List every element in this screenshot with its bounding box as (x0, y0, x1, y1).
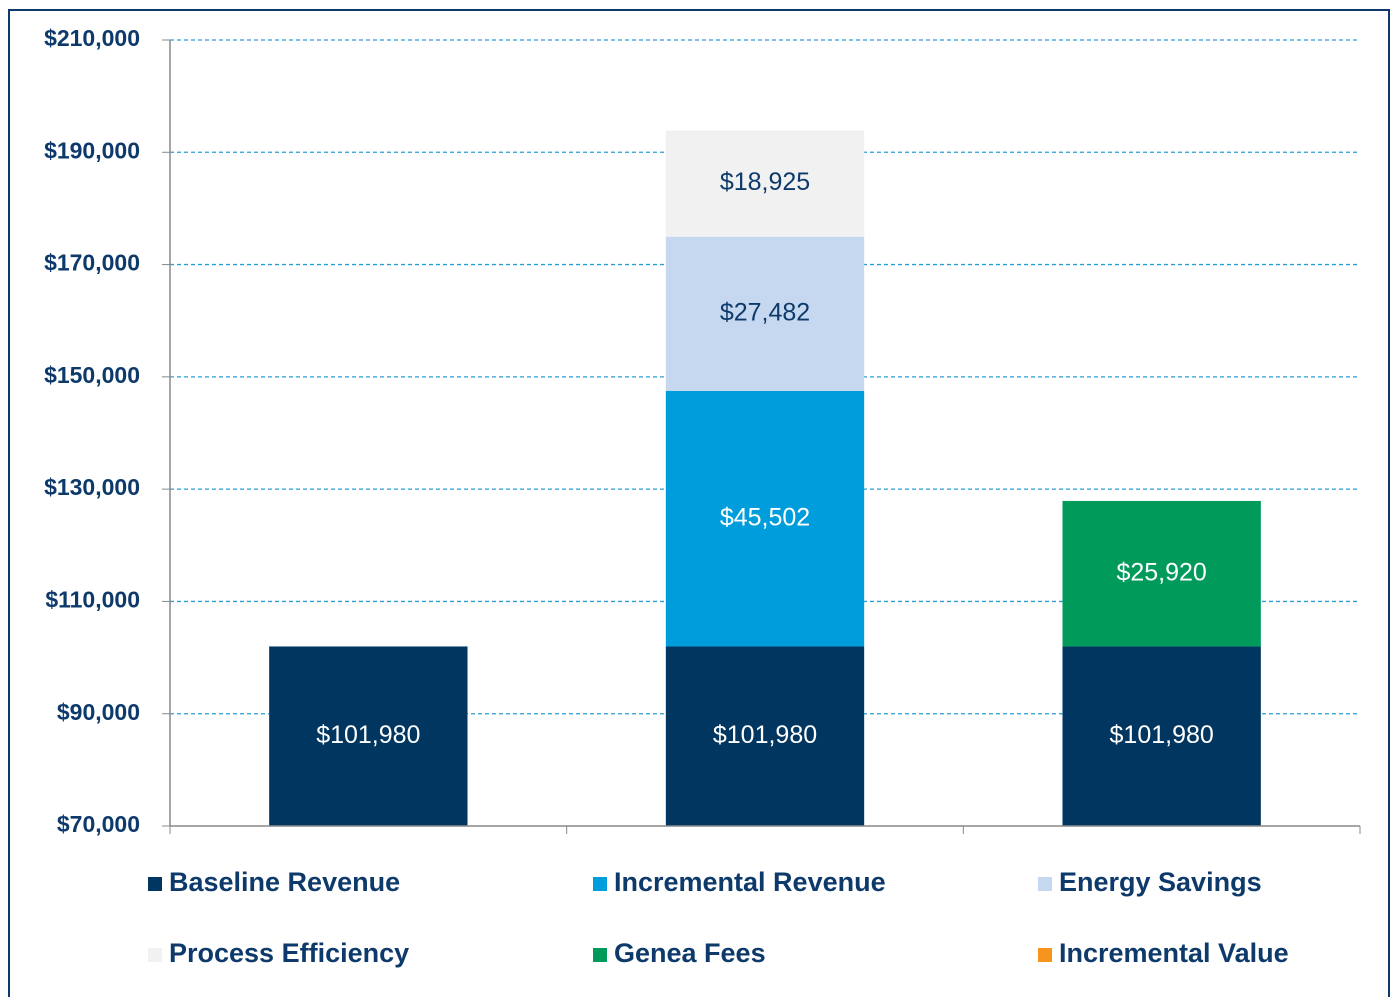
legend-swatch (593, 877, 607, 891)
legend-label: Incremental Revenue (614, 867, 886, 897)
legend-swatch (1038, 948, 1052, 962)
legend-swatch (1038, 877, 1052, 891)
y-tick-label: $90,000 (57, 699, 140, 725)
bar-segment (665, 130, 865, 237)
legend-swatch (148, 948, 162, 962)
value-label: $25,920 (1116, 558, 1206, 586)
frame (8, 9, 1390, 997)
value-label: $45,502 (720, 503, 810, 531)
legend-label: Genea Fees (614, 938, 766, 968)
bar-segment (665, 390, 865, 647)
y-tick-label: $170,000 (44, 250, 140, 276)
legend-label: Incremental Value (1059, 938, 1289, 968)
legend-swatch (593, 948, 607, 962)
bar-segment (665, 646, 865, 826)
legend-label: Process Efficiency (169, 938, 409, 968)
y-tick-label: $190,000 (44, 137, 140, 163)
value-label: $27,482 (720, 298, 810, 326)
bar-segment (665, 236, 865, 391)
y-tick-label: $150,000 (44, 362, 140, 388)
legend-swatch (148, 877, 162, 891)
legend-label: Energy Savings (1059, 867, 1262, 897)
y-tick-label: $210,000 (44, 25, 140, 51)
bar-segment (269, 646, 468, 826)
value-label: $101,980 (1110, 721, 1214, 749)
y-tick-label: $130,000 (44, 474, 140, 500)
value-label: $101,980 (316, 721, 420, 749)
value-label: $18,925 (720, 168, 810, 196)
y-tick-label: $70,000 (57, 811, 140, 837)
y-tick-label: $110,000 (45, 587, 140, 613)
bar-segment (1062, 646, 1261, 826)
legend-label: Baseline Revenue (169, 867, 400, 897)
bar-segment (1062, 500, 1261, 647)
value-label: $101,980 (713, 721, 817, 749)
